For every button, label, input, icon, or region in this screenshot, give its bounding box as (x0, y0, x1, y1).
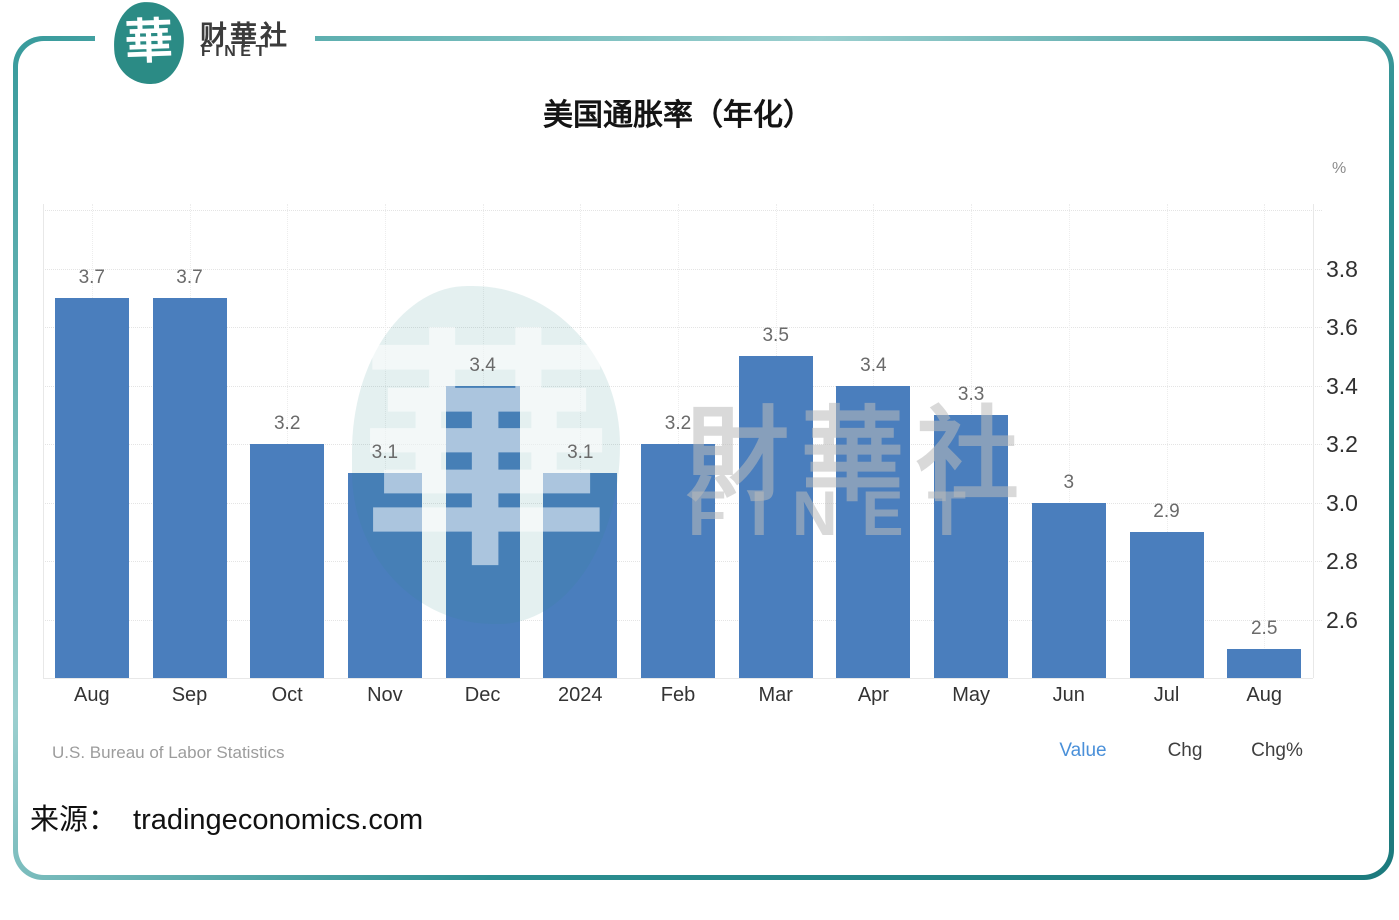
x-axis-label: May (952, 684, 990, 706)
source-label: 来源： (30, 804, 118, 836)
bar (250, 444, 325, 678)
x-axis-label: Dec (464, 684, 501, 706)
bar-value-label: 3.4 (860, 354, 887, 376)
bar (54, 297, 129, 678)
v-gridline (678, 204, 679, 678)
bar-value-label: 3.7 (78, 266, 105, 288)
bar (1227, 648, 1302, 679)
bar-value-label: 3.7 (176, 266, 203, 288)
bar-value-label: 3.1 (371, 442, 399, 464)
bar (347, 473, 422, 678)
y-axis-unit-label: % (1332, 160, 1347, 177)
bar (641, 444, 715, 678)
bar (738, 356, 813, 679)
legend-tab-chgpct[interactable]: Chg% (1251, 740, 1303, 761)
bar-value-label: 3.4 (469, 354, 496, 376)
source-line: 来源： tradingeconomics.com (30, 796, 423, 838)
h-gridline (43, 210, 1322, 211)
bar (152, 297, 227, 678)
x-axis-label: Oct (271, 684, 303, 706)
y-axis-label: 3.6 (1326, 314, 1358, 340)
h-gridline (43, 268, 1322, 270)
bar-value-label: 2.9 (1153, 500, 1180, 522)
x-axis-label: Jul (1153, 684, 1180, 706)
x-axis-label: Aug (74, 684, 110, 706)
v-gridline (1264, 204, 1266, 678)
source-url: tradingeconomics.com (133, 804, 424, 836)
bar-value-label: 3.2 (273, 413, 301, 434)
v-gridline (384, 204, 386, 678)
v-gridline (1166, 204, 1168, 678)
finet-logo-glyph: 華 (124, 15, 174, 70)
y-axis-label: 3.0 (1326, 489, 1358, 516)
v-gridline (1068, 204, 1070, 678)
v-gridline (580, 204, 582, 678)
v-gridline (287, 204, 289, 678)
plot-border (43, 678, 1313, 679)
bar (1129, 531, 1204, 679)
x-axis-label: Aug (1246, 684, 1282, 706)
h-gridline (43, 327, 1322, 328)
bar-value-label: 2.5 (1250, 617, 1278, 639)
x-axis-label: Apr (857, 684, 889, 706)
bar-value-label: 3 (1063, 471, 1075, 493)
bar (836, 385, 911, 678)
legend-tab-value[interactable]: Value (1059, 740, 1107, 761)
legend-tab-chg[interactable]: Chg (1167, 740, 1203, 761)
y-axis-label: 3.8 (1326, 255, 1358, 282)
x-axis-label: Jun (1052, 684, 1085, 706)
x-axis-label: 2024 (558, 684, 603, 706)
bar-value-label: 3.5 (762, 325, 789, 347)
y-axis-label: 2.8 (1326, 548, 1358, 574)
bar-value-label: 3.2 (664, 413, 692, 434)
y-axis-label: 2.6 (1326, 606, 1358, 633)
bar (1031, 502, 1106, 678)
x-axis-label: Sep (171, 684, 208, 706)
plot-border (43, 204, 44, 678)
bar-value-label: 3.3 (957, 383, 985, 405)
bar (445, 385, 520, 678)
bar (543, 473, 618, 678)
y-axis-label: 3.4 (1326, 372, 1358, 399)
x-axis-label: Nov (367, 684, 403, 706)
chart-title: 美国通胀率（年化） (543, 99, 813, 132)
x-axis-label: Feb (660, 684, 696, 706)
y-axis-label: 3.2 (1326, 431, 1358, 457)
brand-name-cn: 财華社 (200, 21, 290, 51)
bar (934, 414, 1009, 679)
h-gridline (43, 385, 1322, 387)
data-attribution-label: U.S. Bureau of Labor Statistics (52, 743, 285, 762)
x-axis-label: Mar (758, 684, 793, 706)
brand-name-en: FINET (201, 43, 270, 60)
plot-border (1313, 204, 1314, 678)
bar-value-label: 3.1 (567, 442, 594, 464)
